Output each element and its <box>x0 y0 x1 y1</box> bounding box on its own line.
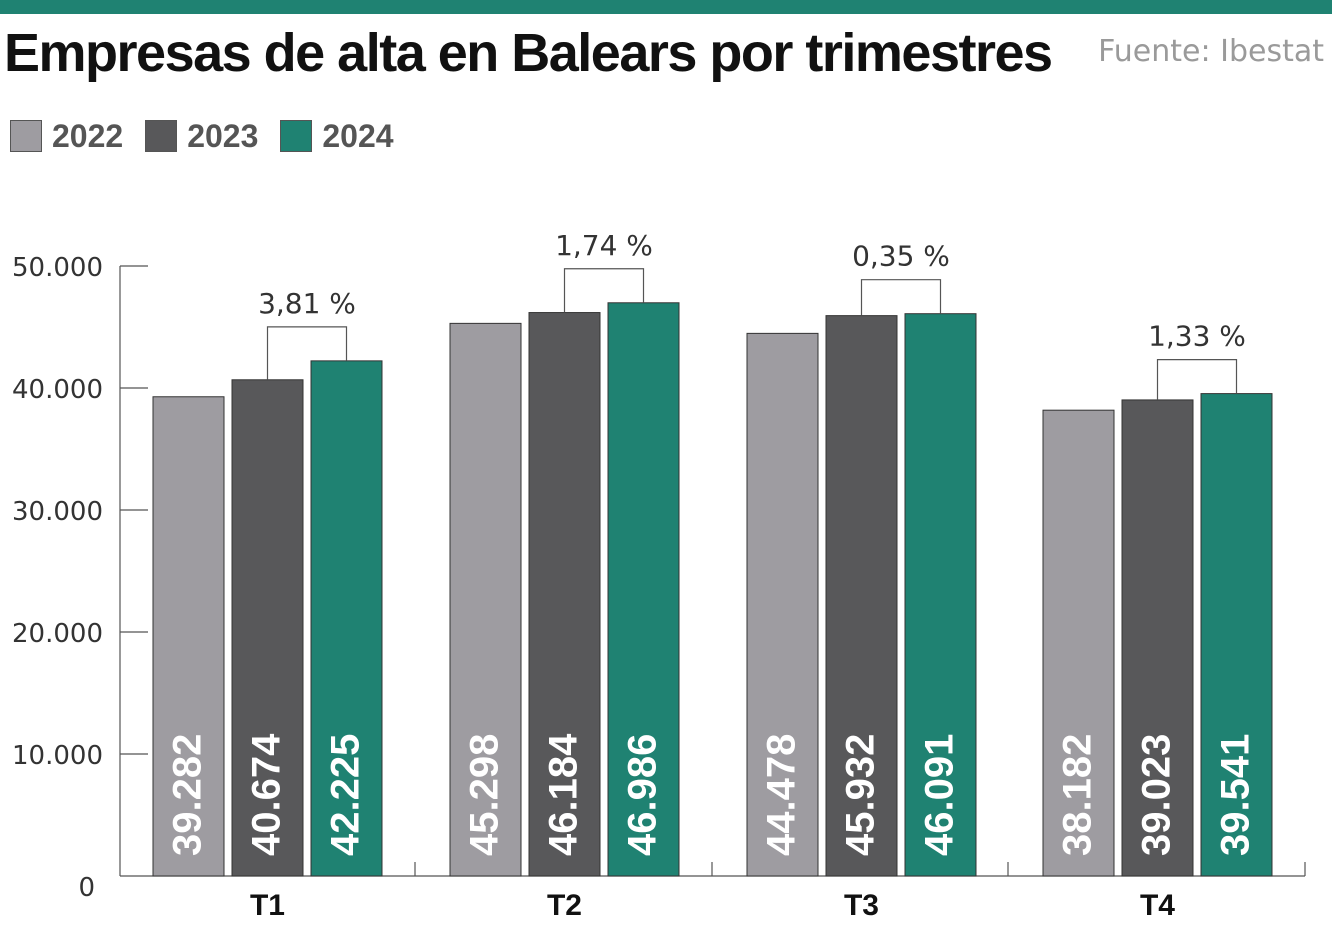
bar-2022-T2 <box>449 322 522 877</box>
change-bracket <box>563 268 645 313</box>
legend-swatch-2024 <box>280 120 313 152</box>
bar-value-label: 39.023 <box>1135 734 1179 856</box>
x-category-label: T3 <box>844 889 879 922</box>
bar-2024-T2 <box>607 302 680 877</box>
chart-title: Empresas de alta en Balears por trimestr… <box>4 23 1053 83</box>
change-annotation: 1,33 % <box>1148 320 1246 353</box>
y-tick-label: 0 <box>78 873 95 903</box>
legend-label-2022: 2022 <box>52 117 124 154</box>
bar-2023-T1 <box>231 379 304 877</box>
bar-value-label: 46.091 <box>918 734 962 856</box>
legend-item-2022: 2022 <box>10 118 123 155</box>
legend-label-2024: 2024 <box>322 117 394 154</box>
legend-item-2023: 2023 <box>145 118 258 155</box>
bar-2022-T1 <box>152 396 225 877</box>
legend: 2022 2023 2024 <box>10 116 416 156</box>
bar-value-label: 39.282 <box>166 734 210 856</box>
legend-item-2024: 2024 <box>280 117 394 155</box>
bar-2023-T4 <box>1121 399 1194 877</box>
bar-2024-T1 <box>310 360 383 877</box>
bar-2024-T4 <box>1200 393 1273 877</box>
bar-value-label: 40.674 <box>245 733 289 856</box>
change-annotation: 1,74 % <box>555 229 653 262</box>
y-tick-label: 30.000 <box>12 497 103 527</box>
bar-value-label: 45.932 <box>839 734 883 856</box>
legend-swatch-2022 <box>10 120 42 152</box>
y-tick-label: 10.000 <box>12 741 103 771</box>
bar-value-label: 38.182 <box>1056 734 1100 856</box>
change-bracket <box>1156 359 1238 400</box>
change-annotation: 3,81 % <box>258 287 356 320</box>
bar-value-label: 46.986 <box>621 734 665 856</box>
y-tick-label: 40.000 <box>12 375 103 405</box>
bar-value-label: 42.225 <box>324 734 368 856</box>
bar-2022-T4 <box>1042 409 1115 877</box>
bar-value-label: 39.541 <box>1214 734 1258 856</box>
change-bracket <box>266 326 348 380</box>
top-accent-bar <box>0 0 1332 14</box>
y-tick-label: 50.000 <box>12 253 103 283</box>
change-bracket <box>860 279 942 316</box>
bar-value-label: 46.184 <box>542 733 586 856</box>
x-category-label: T1 <box>250 889 285 922</box>
change-annotation: 0,35 % <box>852 240 950 273</box>
bar-2024-T3 <box>904 313 977 877</box>
source-note: Fuente: Ibestat <box>1098 34 1324 69</box>
x-category-label: T4 <box>1140 889 1175 922</box>
y-tick-label: 20.000 <box>12 619 103 649</box>
bar-value-label: 44.478 <box>760 734 804 856</box>
legend-label-2023: 2023 <box>187 117 259 154</box>
bar-value-label: 45.298 <box>463 734 507 856</box>
legend-swatch-2023 <box>145 120 178 152</box>
bar-2023-T2 <box>528 312 601 877</box>
x-category-label: T2 <box>547 889 582 922</box>
bar-2022-T3 <box>746 332 819 877</box>
